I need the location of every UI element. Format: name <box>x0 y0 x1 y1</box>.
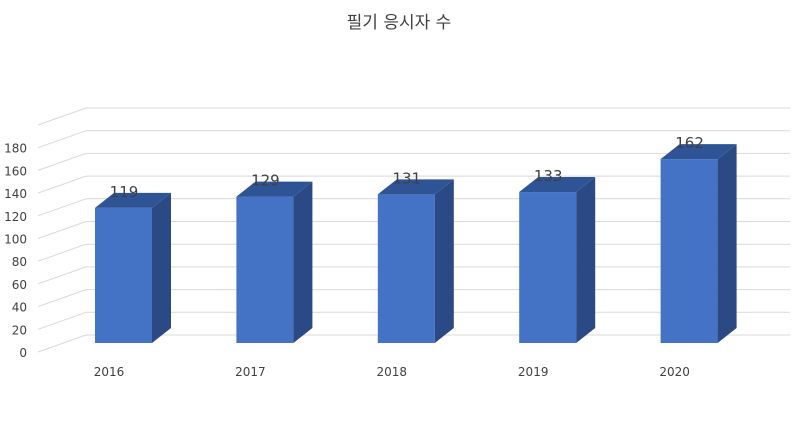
gridline-diagonal <box>37 334 87 353</box>
data-label-2016: 119 <box>110 183 139 201</box>
bar-side-2016 <box>152 192 171 343</box>
bar-2017 <box>236 196 294 343</box>
data-label-2017: 129 <box>251 172 280 190</box>
bar-2019 <box>519 192 577 343</box>
bar-side-2020 <box>717 144 737 343</box>
y-tick-label: 160 <box>4 164 27 178</box>
bar-side-2019 <box>576 177 596 343</box>
bar-top-2019 <box>519 177 596 193</box>
bar-side-2018 <box>434 179 454 343</box>
data-label-2019: 133 <box>534 167 563 185</box>
y-tick-label: 120 <box>4 210 27 224</box>
gridline-diagonal <box>37 152 87 171</box>
gridline-diagonal <box>37 175 87 194</box>
x-tick-label-2020: 2020 <box>659 365 690 379</box>
x-tick-label-2018: 2018 <box>377 365 408 379</box>
y-tick-label: 0 <box>19 346 27 360</box>
x-tick-label-2019: 2019 <box>518 365 549 379</box>
chart-title: 필기 응시자 수 <box>346 13 452 33</box>
gridline-diagonal <box>37 243 87 262</box>
data-label-2018: 131 <box>392 169 421 187</box>
x-tick-label-2016: 2016 <box>94 365 125 379</box>
gridline-diagonal <box>37 130 87 149</box>
bar-top-2016 <box>95 192 171 208</box>
bar-top-2017 <box>236 181 313 197</box>
gridline-diagonal <box>37 198 87 217</box>
gridline-diagonal <box>37 311 87 330</box>
bar-2018 <box>377 194 435 343</box>
y-tick-label: 20 <box>12 323 27 337</box>
y-tick-label: 60 <box>12 278 27 292</box>
bar-2020 <box>660 159 718 343</box>
bar-side-2017 <box>293 181 313 343</box>
y-tick-label: 100 <box>4 233 27 247</box>
y-tick-label: 80 <box>12 255 27 269</box>
data-label-2020: 162 <box>675 134 704 152</box>
bar-top-2020 <box>660 144 737 160</box>
gridline-diagonal <box>37 221 87 239</box>
y-tick-label: 180 <box>4 142 27 156</box>
y-tick-label: 140 <box>4 187 27 201</box>
gridline-diagonal <box>37 107 87 126</box>
gridline-diagonal <box>37 266 87 285</box>
gridline-diagonal <box>37 289 87 308</box>
bar-top-2018 <box>377 179 454 195</box>
x-tick-label-2017: 2017 <box>235 365 266 379</box>
y-tick-label: 40 <box>12 301 27 315</box>
bar-2016 <box>95 207 152 343</box>
